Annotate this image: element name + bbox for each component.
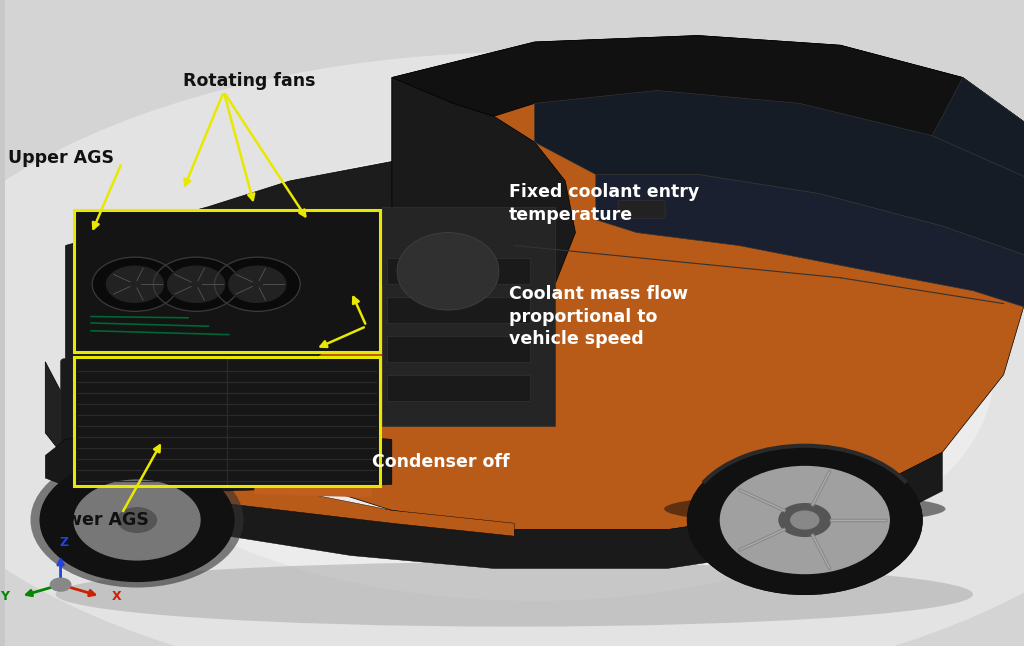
Circle shape [687, 446, 922, 594]
Ellipse shape [76, 149, 993, 601]
Circle shape [118, 508, 157, 532]
Circle shape [106, 266, 164, 302]
Bar [74, 210, 380, 352]
Polygon shape [596, 174, 1024, 310]
Polygon shape [932, 78, 1024, 181]
Text: X: X [112, 590, 122, 603]
Polygon shape [259, 36, 1024, 530]
Circle shape [168, 266, 224, 302]
Circle shape [228, 266, 286, 302]
Circle shape [74, 480, 200, 560]
Polygon shape [392, 36, 1024, 181]
Bar [387, 297, 529, 323]
Circle shape [50, 578, 71, 591]
Circle shape [40, 459, 233, 581]
Circle shape [791, 511, 819, 529]
Bar [387, 258, 529, 284]
Polygon shape [535, 90, 1024, 258]
Text: Y: Y [0, 590, 9, 603]
Bar [387, 375, 529, 401]
Ellipse shape [0, 52, 1024, 646]
Text: Z: Z [59, 536, 69, 549]
Bar [382, 207, 555, 426]
Circle shape [779, 504, 830, 536]
Text: Condenser off: Condenser off [372, 453, 509, 471]
Ellipse shape [665, 494, 945, 524]
Circle shape [154, 257, 239, 311]
Text: Fixed coolant entry
temperature: Fixed coolant entry temperature [509, 183, 699, 224]
Ellipse shape [397, 233, 499, 310]
Ellipse shape [55, 562, 973, 627]
Circle shape [721, 466, 889, 574]
Circle shape [214, 257, 300, 311]
Text: Lower AGS: Lower AGS [43, 511, 150, 529]
Polygon shape [361, 78, 575, 336]
Polygon shape [45, 426, 392, 491]
FancyBboxPatch shape [618, 200, 666, 218]
Circle shape [92, 257, 178, 311]
Polygon shape [66, 162, 392, 439]
Bar [74, 357, 380, 486]
Bar [387, 336, 529, 362]
FancyBboxPatch shape [60, 359, 137, 455]
Bar [74, 357, 380, 486]
Ellipse shape [31, 452, 244, 588]
Text: Coolant mass flow
proportional to
vehicle speed: Coolant mass flow proportional to vehicl… [509, 286, 688, 348]
Polygon shape [66, 426, 942, 568]
Circle shape [687, 446, 922, 594]
Bar [74, 210, 380, 352]
Text: Upper AGS: Upper AGS [7, 149, 114, 167]
Polygon shape [45, 362, 392, 549]
Polygon shape [127, 465, 514, 536]
Text: Rotating fans: Rotating fans [183, 72, 315, 90]
Polygon shape [254, 486, 372, 497]
